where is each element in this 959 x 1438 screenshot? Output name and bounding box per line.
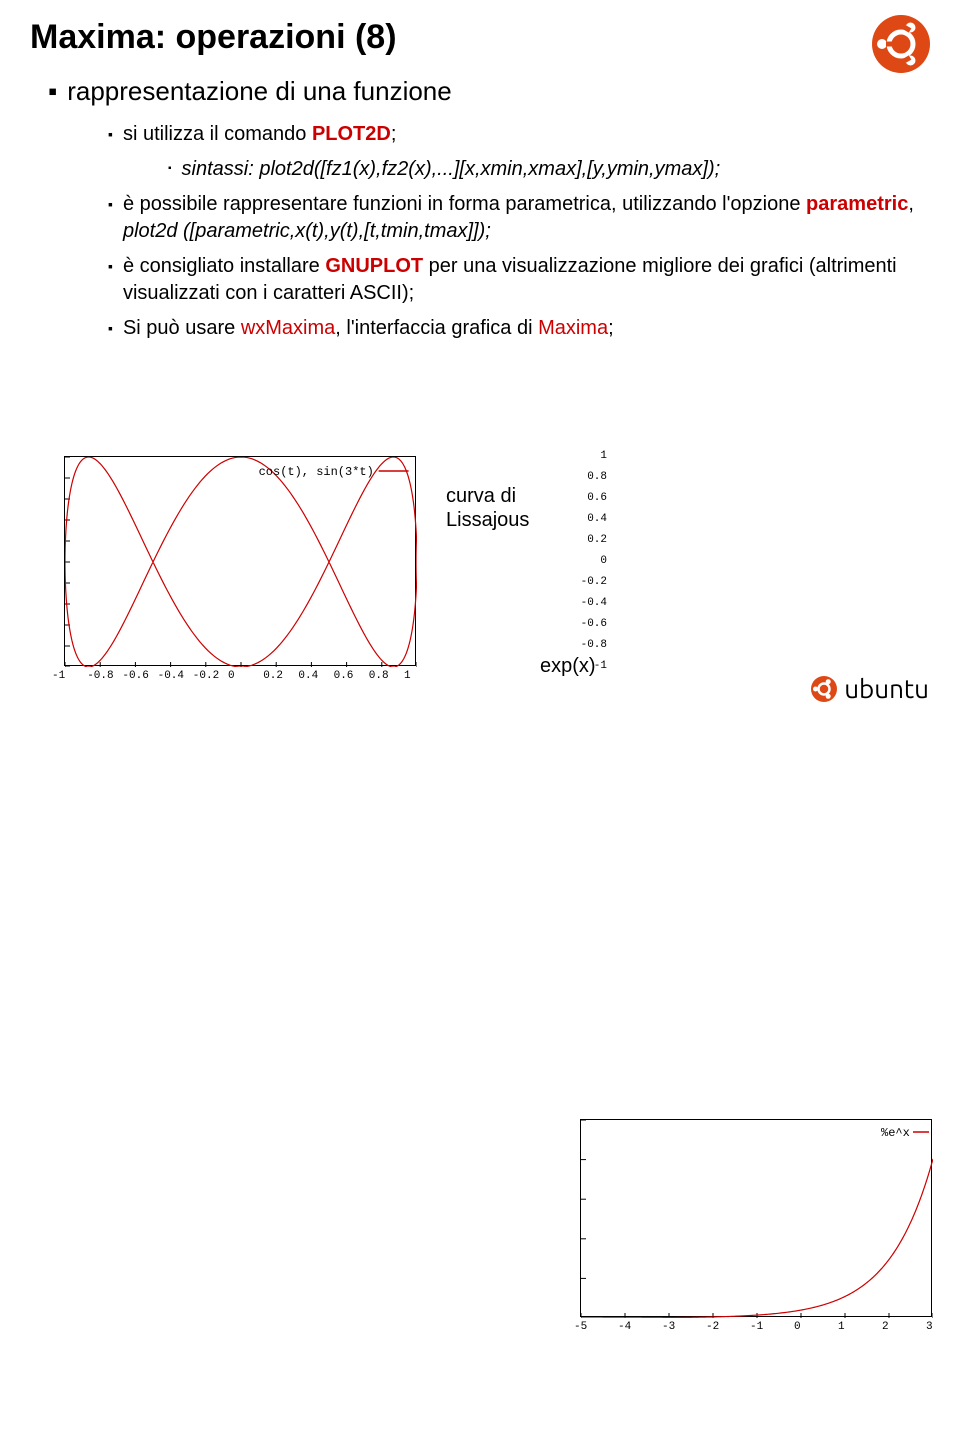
bullet-text: sintassi: plot2d([fz1(x),fz2(x),...][x,x…: [182, 156, 721, 183]
bullet-level1: ▪ rappresentazione di una funzione: [48, 76, 919, 107]
ubuntu-logo-icon: [871, 14, 931, 74]
bullet-marker: ▪: [168, 162, 172, 176]
bullet-text: è possibile rappresentare funzioni in fo…: [123, 191, 919, 245]
y-tick-label: 1: [600, 450, 607, 462]
y-tick-label: -0.2: [581, 576, 607, 588]
svg-text:%e^x: %e^x: [881, 1126, 910, 1140]
x-tick-label: 2: [882, 1321, 889, 1333]
y-tick-label: 0.4: [587, 513, 607, 525]
keyword-parametric: parametric: [806, 193, 908, 215]
x-tick-label: 0: [794, 1321, 801, 1333]
bullet-marker: ▪: [48, 76, 57, 107]
keyword-wxmaxima: wxMaxima: [241, 317, 335, 339]
bullet-level2: ▪ è possibile rappresentare funzioni in …: [108, 191, 919, 245]
x-tick-label: -0.6: [122, 670, 148, 682]
keyword-gnuplot: GNUPLOT: [325, 255, 423, 277]
x-tick-label: 0.2: [263, 670, 283, 682]
y-tick-label: 0.6: [587, 492, 607, 504]
bullet-marker: ▪: [108, 125, 113, 144]
keyword-maxima: Maxima: [538, 317, 608, 339]
y-tick-label: 0.2: [587, 534, 607, 546]
x-tick-label: 0.6: [334, 670, 354, 682]
bullet-marker: ▪: [108, 195, 113, 214]
y-tick-label: -0.8: [581, 639, 607, 651]
lissajous-caption: curva di Lissajous: [446, 484, 529, 532]
bullet-marker: ▪: [108, 257, 113, 276]
bullet-text: si utilizza il comando PLOT2D;: [123, 121, 396, 148]
x-tick-label: -2: [706, 1321, 719, 1333]
x-tick-label: -1: [52, 670, 65, 682]
x-tick-label: -4: [618, 1321, 631, 1333]
x-tick-label: 0.8: [369, 670, 389, 682]
y-tick-label: 0.8: [587, 471, 607, 483]
x-tick-label: -1: [750, 1321, 763, 1333]
bullet-marker: ▪: [108, 319, 113, 338]
ubuntu-wordmark: ubuntu: [810, 674, 929, 703]
bullet-text: rappresentazione di una funzione: [67, 76, 452, 107]
x-tick-label: 0.4: [298, 670, 318, 682]
x-tick-label: 1: [404, 670, 411, 682]
content-area: ▪ rappresentazione di una funzione ▪ si …: [48, 76, 919, 350]
x-tick-label: -3: [662, 1321, 675, 1333]
svg-text:cos(t), sin(3*t): cos(t), sin(3*t): [259, 465, 374, 479]
exp-chart: %e^x 0510152025-5-4-3-2-10123: [544, 1113, 959, 1438]
bullet-level2: ▪ Si può usare wxMaxima, l'interfaccia g…: [108, 315, 919, 342]
x-tick-label: -5: [574, 1321, 587, 1333]
bullet-level2: ▪ è consigliato installare GNUPLOT per u…: [108, 253, 919, 307]
bullet-level3: ▪ sintassi: plot2d([fz1(x),fz2(x),...][x…: [168, 156, 919, 183]
lissajous-chart: cos(t), sin(3*t) -1 -0.8 -0.6 -0.4 -0.2 0 0.2 0…: [14, 450, 959, 1169]
page-title: Maxima: operazioni (8): [30, 18, 397, 57]
x-tick-label: -0.8: [87, 670, 113, 682]
y-tick-label: 0: [600, 555, 607, 567]
y-tick-label: -1: [594, 660, 607, 672]
exp-caption: exp(x): [540, 655, 596, 678]
x-tick-label: -0.2: [193, 670, 219, 682]
x-tick-label: 3: [926, 1321, 933, 1333]
bullet-text: Si può usare wxMaxima, l'interfaccia gra…: [123, 315, 614, 342]
keyword-plot2d: PLOT2D: [312, 123, 391, 145]
bullet-text: è consigliato installare GNUPLOT per una…: [123, 253, 919, 307]
x-tick-label: -0.4: [158, 670, 184, 682]
x-tick-label: 1: [838, 1321, 845, 1333]
bullet-level2: ▪ si utilizza il comando PLOT2D;: [108, 121, 919, 148]
x-tick-label: 0: [228, 670, 235, 682]
y-tick-label: -0.4: [581, 597, 607, 609]
y-tick-label: -0.6: [581, 618, 607, 630]
